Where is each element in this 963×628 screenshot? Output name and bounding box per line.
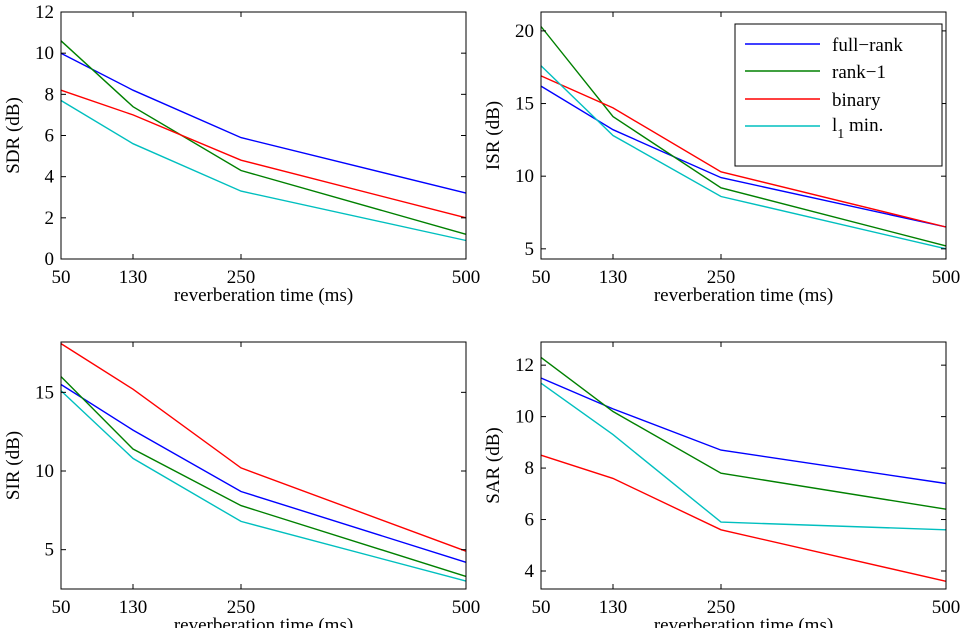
sdr-ytick-label: 10 — [35, 43, 54, 64]
legend-label-l1-main: l — [832, 115, 837, 136]
legend-label-rank-1: rank−1 — [832, 62, 886, 83]
sir-series-l1-min — [60, 390, 467, 582]
sdr-series-rank-1 — [60, 40, 467, 235]
sdr-xlabel: reverberation time (ms) — [174, 285, 353, 306]
sdr-ytick-label: 2 — [45, 208, 55, 229]
sar-ytick-label: 10 — [515, 407, 534, 428]
sdr-ytick-label: 6 — [45, 126, 55, 147]
isr-ytick-label: 15 — [515, 94, 534, 115]
sar-xtick-label: 50 — [532, 597, 551, 618]
sir-series-full-rank — [60, 383, 467, 563]
sdr-series-l1-min — [60, 99, 467, 242]
sdr-xtick-label: 250 — [227, 267, 256, 288]
legend-box — [734, 23, 943, 167]
sar-ytick-label: 12 — [515, 355, 534, 376]
isr-xtick-label: 130 — [599, 267, 628, 288]
sdr-axes-box — [60, 11, 467, 260]
sir-xtick-label: 130 — [119, 597, 148, 618]
sir-ytick-label: 5 — [45, 540, 55, 561]
isr-axes-box — [540, 11, 947, 260]
sar-ytick-label: 8 — [525, 458, 535, 479]
sir-ytick-label: 15 — [35, 382, 54, 403]
sdr-ytick-label: 12 — [35, 2, 54, 23]
sar-series-rank-1 — [540, 356, 947, 510]
legend-label-l1-min: l1 min. — [832, 115, 883, 142]
legend-label-l1-sub: 1 — [837, 127, 844, 142]
isr-series-rank-1 — [540, 26, 947, 247]
sdr-xtick-label: 500 — [452, 267, 481, 288]
sir-xtick-label: 250 — [227, 597, 256, 618]
sdr-xtick-label: 50 — [52, 267, 71, 288]
sdr-series-full-rank — [60, 52, 467, 194]
sdr-series-binary — [60, 89, 467, 219]
sdr-ytick-label: 4 — [45, 167, 55, 188]
sar-xtick-label: 250 — [707, 597, 736, 618]
isr-series-binary — [540, 75, 947, 228]
sar-xtick-label: 130 — [599, 597, 628, 618]
isr-xtick-label: 50 — [532, 267, 551, 288]
sir-xtick-label: 50 — [52, 597, 71, 618]
sar-ylabel: SAR (dB) — [483, 427, 504, 504]
isr-xtick-label: 250 — [707, 267, 736, 288]
legend-label-full-rank: full−rank — [832, 35, 903, 56]
sdr-ytick-label: 8 — [45, 84, 55, 105]
isr-panel: 50 130 250 500 5 10 15 20 reverberation time (ms… — [483, 11, 961, 306]
isr-ylabel: ISR (dB) — [483, 101, 504, 170]
sar-series-l1-min — [540, 382, 947, 531]
sdr-ytick-label: 0 — [45, 249, 55, 270]
sdr-ylabel: SDR (dB) — [3, 97, 24, 174]
legend: full−rank rank−1 binary l1 min. — [734, 23, 943, 167]
sar-xlabel: reverberation time (ms) — [654, 615, 833, 628]
sar-ytick-label: 6 — [525, 510, 535, 531]
isr-ytick-label: 10 — [515, 166, 534, 187]
legend-label-l1-rest: min. — [844, 115, 883, 136]
isr-xlabel: reverberation time (ms) — [654, 285, 833, 306]
sir-panel: 50 130 250 500 5 10 15 reverberation time (ms) S… — [3, 341, 481, 628]
sir-ylabel: SIR (dB) — [3, 431, 24, 500]
sar-series-binary — [540, 454, 947, 582]
sar-xtick-label: 500 — [932, 597, 961, 618]
sir-series-rank-1 — [60, 376, 467, 578]
sdr-panel: 50 130 250 500 0 2 4 6 8 10 12 reverberation time (… — [3, 2, 480, 306]
sir-ytick-label: 10 — [35, 461, 54, 482]
legend-label-binary: binary — [832, 90, 881, 111]
sir-series-binary — [60, 343, 467, 552]
sar-axes-box — [540, 341, 947, 590]
sar-ytick-label: 4 — [525, 561, 535, 582]
isr-ytick-label: 5 — [525, 239, 535, 260]
sir-axes-box — [60, 341, 467, 590]
isr-xtick-label: 500 — [932, 267, 961, 288]
sar-panel: 50 130 250 500 4 6 8 10 12 reverberation time (ms… — [483, 341, 961, 628]
sir-xlabel: reverberation time (ms) — [174, 615, 353, 628]
isr-series-full-rank — [540, 85, 947, 228]
isr-ytick-label: 20 — [515, 21, 534, 42]
sir-xtick-label: 500 — [452, 597, 481, 618]
sar-series-full-rank — [540, 377, 947, 485]
sdr-xtick-label: 130 — [119, 267, 148, 288]
isr-series-l1-min — [540, 65, 947, 250]
